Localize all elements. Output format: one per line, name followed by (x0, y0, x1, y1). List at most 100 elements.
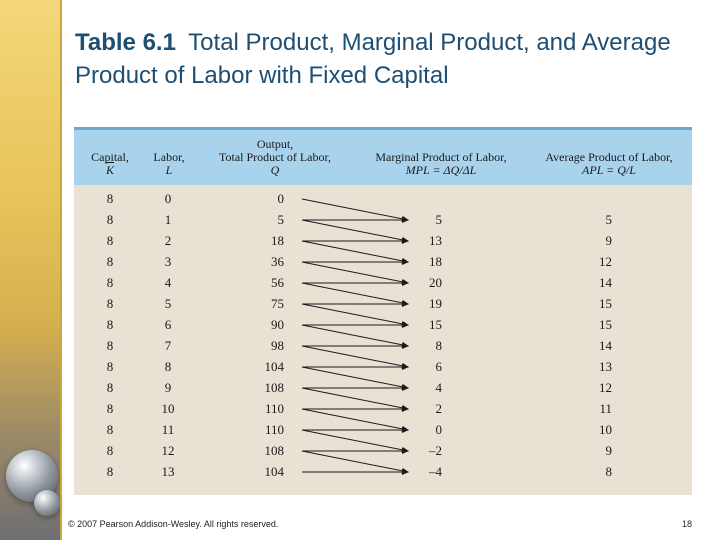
cell-capital: 8 (106, 443, 114, 458)
header-average-formula: APL = Q/L (582, 163, 636, 177)
arrow-from-previous-output (301, 429, 409, 453)
cell-output: 75 (271, 296, 284, 311)
table-row: 8 2 18 13 9 (74, 230, 692, 251)
cell-labor: 12 (161, 443, 175, 458)
table-row: 8 13 104 –4 8 (74, 461, 692, 482)
cell-average: 12 (599, 254, 612, 269)
arrow-from-previous-output (301, 303, 409, 327)
cell-capital: 8 (106, 338, 114, 353)
table-row: 8 1 5 5 5 (74, 209, 692, 230)
table-header: Capital, K Labor, L Output, Total Produc… (74, 127, 692, 185)
marginal-arrows (301, 198, 409, 475)
cell-labor: 6 (164, 317, 172, 332)
cell-labor: 3 (164, 254, 172, 269)
cell-average: 12 (599, 380, 612, 395)
cell-capital: 8 (106, 254, 114, 269)
cell-labor: 13 (161, 464, 175, 479)
cell-output: 5 (277, 212, 285, 227)
cell-marginal: –4 (429, 464, 442, 479)
cell-marginal: –2 (429, 443, 442, 458)
cell-output: 90 (271, 317, 284, 332)
arrow-from-previous-output (301, 198, 409, 222)
header-capital-label: Capital, (91, 150, 129, 164)
cell-output: 0 (277, 191, 285, 206)
arrow-from-previous-output (301, 219, 409, 243)
cell-output: 108 (264, 380, 285, 395)
header-labor: Labor, L (144, 151, 194, 177)
header-output-sublabel: Total Product of Labor, (219, 150, 331, 164)
cell-capital: 8 (106, 317, 114, 332)
cell-capital: 8 (106, 401, 114, 416)
arrow-from-previous-output (301, 261, 409, 285)
cell-marginal: 6 (435, 359, 443, 374)
table-row: 8 12 108 –2 9 (74, 440, 692, 461)
cell-labor: 9 (164, 380, 172, 395)
header-capital: Capital, K (82, 151, 138, 177)
arrow-from-previous-output (301, 345, 409, 369)
cell-labor: 2 (164, 233, 172, 248)
title-number: Table 6.1 (75, 29, 176, 56)
table-row: 8 5 75 19 15 (74, 293, 692, 314)
arrow-from-previous-output (301, 408, 409, 432)
cell-labor: 7 (164, 338, 172, 353)
header-output-label: Output, (256, 137, 294, 151)
small-sphere-decoration-icon (34, 490, 60, 516)
cell-average: 15 (599, 317, 612, 332)
cell-labor: 1 (164, 212, 172, 227)
table-row: 8 3 36 18 12 (74, 251, 692, 272)
cell-labor: 5 (164, 296, 172, 311)
cell-capital: 8 (106, 464, 114, 479)
header-labor-symbol: L (165, 163, 173, 177)
header-marginal-formula: MPL = ΔQ/ΔL (405, 163, 477, 177)
cell-output: 18 (271, 233, 284, 248)
cell-labor: 10 (161, 401, 175, 416)
title-text: Total Product, Marginal Product, and Ave… (75, 29, 671, 89)
cell-output: 110 (264, 422, 284, 437)
cell-output: 36 (271, 254, 284, 269)
cell-marginal: 5 (435, 212, 443, 227)
cell-output: 104 (264, 464, 285, 479)
cell-average: 15 (599, 296, 612, 311)
cell-labor: 0 (164, 191, 172, 206)
cell-capital: 8 (106, 380, 114, 395)
table-row: 8 6 90 15 15 (74, 314, 692, 335)
cell-marginal: 20 (429, 275, 442, 290)
cell-capital: 8 (106, 275, 114, 290)
cell-marginal: 4 (435, 380, 443, 395)
header-marginal: Marginal Product of Labor, MPL = ΔQ/ΔL (356, 151, 526, 177)
cell-average: 10 (599, 422, 612, 437)
cell-average: 8 (605, 464, 613, 479)
header-marginal-label: Marginal Product of Labor, (375, 150, 507, 164)
cell-marginal: 2 (435, 401, 443, 416)
arrow-from-previous-output (301, 450, 409, 474)
cell-average: 9 (605, 233, 613, 248)
header-average: Average Product of Labor, APL = Q/L (526, 151, 692, 177)
table-row: 8 8 104 6 13 (74, 356, 692, 377)
cell-marginal: 18 (429, 254, 442, 269)
decorative-sidebar (0, 0, 60, 540)
cell-marginal: 19 (429, 296, 442, 311)
cell-marginal: 15 (429, 317, 442, 332)
sidebar-divider (60, 0, 62, 540)
cell-average: 11 (599, 401, 612, 416)
copyright-footer: © 2007 Pearson Addison-Wesley. All right… (68, 519, 279, 529)
cell-labor: 8 (164, 359, 172, 374)
cell-capital: 8 (106, 296, 114, 311)
cell-labor: 11 (161, 422, 175, 437)
table-row: 8 9 108 4 12 (74, 377, 692, 398)
cell-output: 98 (271, 338, 284, 353)
cell-average: 13 (599, 359, 612, 374)
cell-output: 110 (264, 401, 284, 416)
production-table: Capital, K Labor, L Output, Total Produc… (74, 127, 692, 495)
cell-capital: 8 (106, 212, 114, 227)
header-average-label: Average Product of Labor, (545, 150, 673, 164)
page-number: 18 (681, 519, 692, 529)
cell-average: 9 (605, 443, 613, 458)
arrow-from-previous-output (301, 324, 409, 348)
table-row: 8 0 0 (74, 188, 692, 209)
header-capital-symbol: K (105, 163, 114, 177)
header-labor-label: Labor, (153, 150, 185, 164)
cell-marginal: 8 (435, 338, 443, 353)
cell-output: 104 (264, 359, 285, 374)
cell-capital: 8 (106, 233, 114, 248)
